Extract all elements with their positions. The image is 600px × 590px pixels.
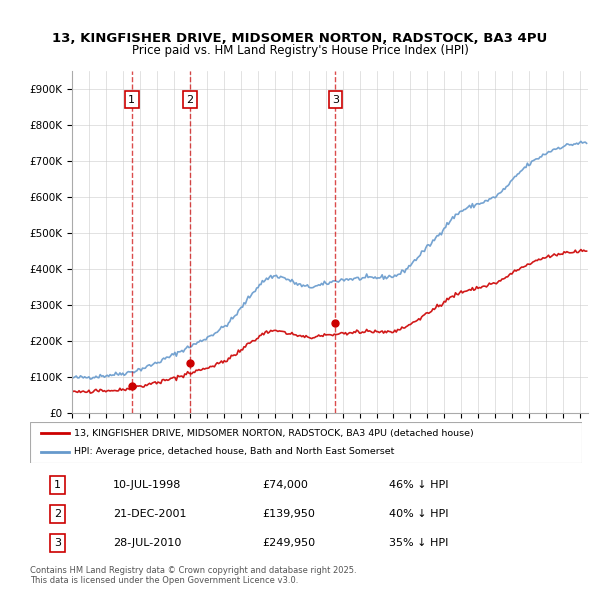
- Text: 2: 2: [54, 509, 61, 519]
- Text: 3: 3: [54, 538, 61, 548]
- Text: 46% ↓ HPI: 46% ↓ HPI: [389, 480, 448, 490]
- Text: Price paid vs. HM Land Registry's House Price Index (HPI): Price paid vs. HM Land Registry's House …: [131, 44, 469, 57]
- Text: 13, KINGFISHER DRIVE, MIDSOMER NORTON, RADSTOCK, BA3 4PU (detached house): 13, KINGFISHER DRIVE, MIDSOMER NORTON, R…: [74, 429, 474, 438]
- Text: HPI: Average price, detached house, Bath and North East Somerset: HPI: Average price, detached house, Bath…: [74, 447, 395, 456]
- Text: 1: 1: [54, 480, 61, 490]
- Text: 35% ↓ HPI: 35% ↓ HPI: [389, 538, 448, 548]
- Text: £249,950: £249,950: [262, 538, 315, 548]
- FancyBboxPatch shape: [30, 422, 582, 463]
- Text: 21-DEC-2001: 21-DEC-2001: [113, 509, 187, 519]
- Text: £139,950: £139,950: [262, 509, 315, 519]
- Text: 3: 3: [332, 94, 339, 104]
- Text: 13, KINGFISHER DRIVE, MIDSOMER NORTON, RADSTOCK, BA3 4PU: 13, KINGFISHER DRIVE, MIDSOMER NORTON, R…: [52, 32, 548, 45]
- Text: 40% ↓ HPI: 40% ↓ HPI: [389, 509, 448, 519]
- Text: 28-JUL-2010: 28-JUL-2010: [113, 538, 181, 548]
- Text: 1: 1: [128, 94, 135, 104]
- Text: 10-JUL-1998: 10-JUL-1998: [113, 480, 181, 490]
- Text: 2: 2: [187, 94, 193, 104]
- Text: Contains HM Land Registry data © Crown copyright and database right 2025.
This d: Contains HM Land Registry data © Crown c…: [30, 566, 356, 585]
- Text: £74,000: £74,000: [262, 480, 308, 490]
